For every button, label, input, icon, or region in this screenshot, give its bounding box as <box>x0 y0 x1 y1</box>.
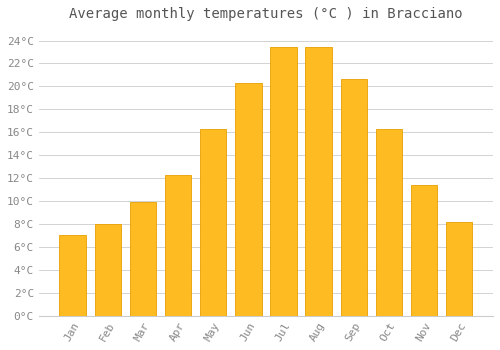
Bar <box>235 83 262 316</box>
Bar <box>200 129 226 316</box>
Bar <box>270 47 296 316</box>
Bar <box>306 47 332 316</box>
Bar <box>411 185 438 316</box>
Bar <box>165 175 191 316</box>
Bar <box>376 129 402 316</box>
Bar <box>94 224 121 316</box>
Bar <box>130 202 156 316</box>
Title: Average monthly temperatures (°C ) in Bracciano: Average monthly temperatures (°C ) in Br… <box>69 7 462 21</box>
Bar <box>60 236 86 316</box>
Bar <box>340 79 367 316</box>
Bar <box>446 222 472 316</box>
